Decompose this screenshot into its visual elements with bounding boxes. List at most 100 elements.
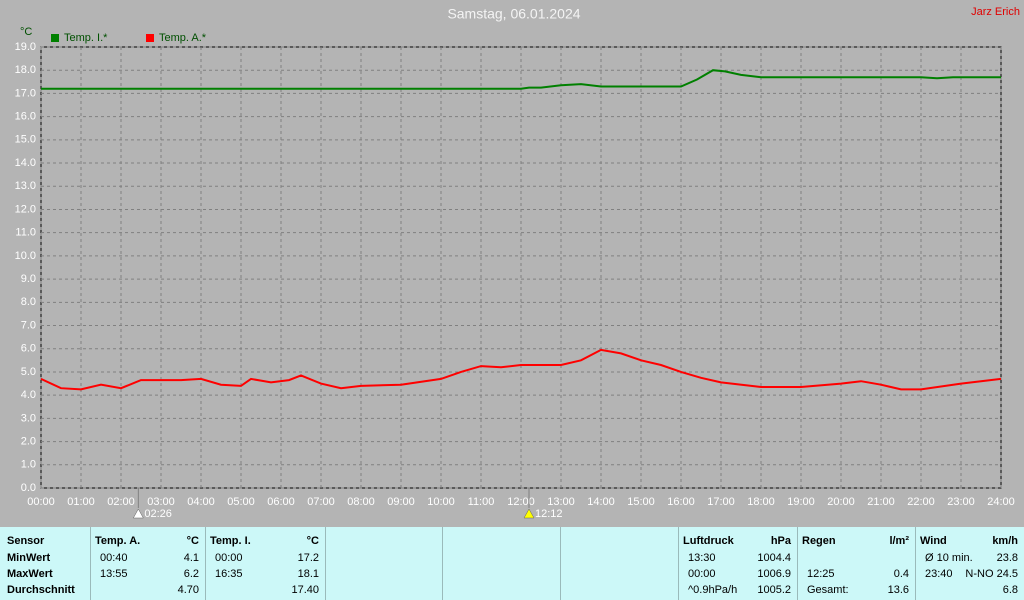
sun-label: 02:26 [144,508,172,520]
y-tick-label: 3.0 [21,412,36,424]
x-tick-label: 04:00 [187,496,215,508]
x-tick-label: 07:00 [307,496,335,508]
cell-left: Gesamt: [807,584,849,596]
cell-right: 18.1 [297,568,319,580]
x-tick-label: 15:00 [627,496,655,508]
chart-title: Samstag, 06.01.2024 [447,6,580,22]
y-tick-label: 10.0 [15,250,36,262]
cell-right: 23.8 [996,552,1018,564]
cell-left: 12:25 [807,568,835,580]
sun-icon [132,508,144,519]
x-tick-label: 22:00 [907,496,935,508]
cell-right: 6.8 [1002,584,1018,596]
y-tick-label: 0.0 [21,482,36,494]
cell-right: 1005.2 [757,584,791,596]
y-tick-label: 15.0 [15,134,36,146]
x-tick-label: 08:00 [347,496,375,508]
x-tick-label: 03:00 [147,496,175,508]
sun-label: 12:12 [535,508,563,520]
y-tick-label: 6.0 [21,343,36,355]
y-tick-label: 19.0 [15,41,36,53]
cell-right: 4.1 [183,552,199,564]
x-tick-label: 06:00 [267,496,295,508]
x-tick-label: 24:00 [987,496,1015,508]
x-tick-label: 13:00 [547,496,575,508]
legend-swatch [146,34,154,42]
x-tick-label: 17:00 [707,496,735,508]
legend-label: Temp. A.* [159,32,207,44]
column-separator [205,527,206,600]
y-tick-label: 1.0 [21,459,36,471]
y-tick-label: 11.0 [15,227,36,239]
group-unit: °C [306,535,319,547]
column-separator [442,527,443,600]
group-header: Wind [920,535,947,547]
group-unit: km/h [992,535,1018,547]
y-tick-label: 14.0 [15,157,36,169]
legend-label: Temp. I.* [64,32,108,44]
table-header: Sensor [7,535,45,547]
y-tick-label: 8.0 [21,296,36,308]
stats-table: Sensor MinWert MaxWert Durchschnitt Temp. A.… [0,527,1024,600]
sun-icon [523,508,535,519]
x-tick-label: 00:00 [27,496,55,508]
series-line [40,348,1002,391]
group-unit: hPa [770,535,791,547]
x-tick-label: 19:00 [787,496,815,508]
author: Jarz Erich [971,6,1020,18]
series-line [41,69,1001,90]
group-header: Luftdruck [683,535,734,547]
x-tick-label: 10:00 [427,496,455,508]
chart: Samstag, 06.01.2024 Jarz Erich °C 0.0 1.0… [15,6,1020,520]
group-header: Temp. A. [95,535,141,547]
cell-right: 6.2 [183,568,199,580]
cell-right: 17.2 [297,552,319,564]
cell-left: 13:30 [688,552,716,564]
row-label: MaxWert [7,568,53,580]
x-tick-label: 16:00 [667,496,695,508]
cell-left: Ø 10 min. [925,552,973,564]
column-separator [678,527,679,600]
cell-left: 13:55 [100,568,128,580]
y-tick-label: 4.0 [21,389,36,401]
group-header: Temp. I. [210,535,251,547]
y-tick-label: 17.0 [15,87,36,99]
x-tick-label: 01:00 [67,496,95,508]
cell-right: N-NO 24.5 [965,568,1018,580]
y-tick-label: 2.0 [21,435,36,447]
cell-left: 23:40 [925,568,953,580]
y-tick-label: 9.0 [21,273,36,285]
y-tick-label: 18.0 [15,64,36,76]
x-tick-label: 02:00 [107,496,135,508]
cell-right: 4.70 [177,584,199,596]
cell-left: 00:40 [100,552,128,564]
row-label: Durchschnitt [7,584,75,596]
column-separator [325,527,326,600]
y-tick-label: 13.0 [15,180,36,192]
y-tick-label: 5.0 [21,366,36,378]
x-tick-label: 12:00 [507,496,535,508]
cell-left: ^0.9hPa/h [688,584,738,596]
y-axis-label: °C [20,26,32,38]
x-tick-label: 20:00 [827,496,855,508]
column-separator [797,527,798,600]
group-header: Regen [802,535,836,547]
cell-left: 16:35 [215,568,243,580]
cell-left: 00:00 [688,568,716,580]
x-tick-label: 05:00 [227,496,255,508]
cell-right: 17.40 [291,584,319,596]
x-tick-label: 21:00 [867,496,895,508]
row-label: MinWert [7,552,51,564]
cell-right: 1006.9 [757,568,791,580]
x-tick-label: 14:00 [587,496,615,508]
column-separator [915,527,916,600]
cell-right: 13.6 [887,584,909,596]
x-tick-label: 18:00 [747,496,775,508]
column-separator [90,527,91,600]
y-tick-label: 16.0 [15,111,36,123]
column-separator [560,527,561,600]
legend-swatch [51,34,59,42]
x-tick-label: 11:00 [468,496,495,508]
x-tick-label: 23:00 [947,496,975,508]
y-tick-label: 12.0 [15,203,36,215]
